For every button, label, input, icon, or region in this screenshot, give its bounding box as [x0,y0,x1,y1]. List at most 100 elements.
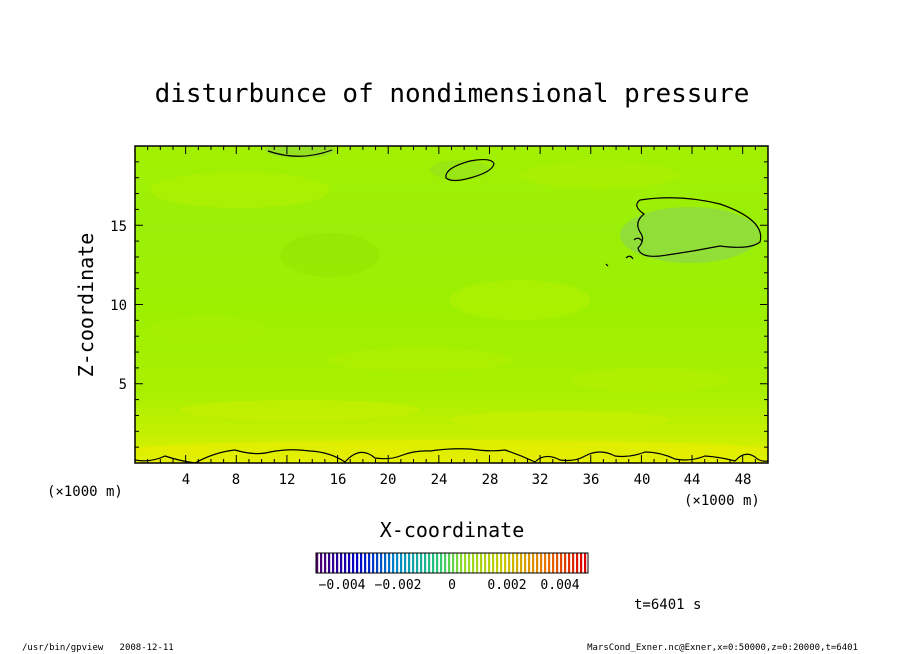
colorbar-swatch [432,553,435,573]
colorbar-swatch [476,553,479,573]
colorbar-swatch [352,553,355,573]
colorbar-swatch [424,553,427,573]
colorbar-swatch [496,553,499,573]
colorbar-swatch [412,553,415,573]
colorbar-swatch [428,553,431,573]
colorbar-swatch [468,553,471,573]
colorbar-swatch [316,553,319,573]
colorbar-tick-label: 0.002 [487,578,526,593]
y-tick-label: 10 [110,298,127,314]
x-tick-label: 40 [634,472,651,488]
colorbar-swatch [532,553,535,573]
field-patch [135,440,768,460]
colorbar-swatch [344,553,347,573]
colorbar-frame [315,552,589,574]
colorbar-swatch [472,553,475,573]
colorbar-swatch [324,553,327,573]
colorbar-swatch [400,553,403,573]
field-patch [330,348,510,372]
colorbar-swatch [388,553,391,573]
colorbar-swatch [336,553,339,573]
colorbar-swatch [448,553,451,573]
colorbar-swatch [524,553,527,573]
colorbar-swatch [512,553,515,573]
colorbar-swatch [460,553,463,573]
colorbar-swatch [564,553,567,573]
colorbar-swatch [320,553,323,573]
field-patch [430,160,490,180]
field-patch [150,316,270,344]
colorbar-tick-label: −0.004 [319,578,366,593]
heatmap-field [135,146,768,463]
colorbar-swatch [540,553,543,573]
chart-title: disturbunce of nondimensional pressure [155,79,750,109]
x-tick-label: 48 [735,472,752,488]
colorbar-swatch [364,553,367,573]
colorbar-tick-label: 0 [448,578,456,593]
colorbar-swatch [552,553,555,573]
colorbar-tick-label: −0.002 [375,578,422,593]
colorbar [316,553,587,573]
colorbar-swatch [356,553,359,573]
x-tick-label: 8 [232,472,240,488]
colorbar-swatch [452,553,455,573]
field-patch [180,400,420,420]
colorbar-swatch [576,553,579,573]
colorbar-swatch [436,553,439,573]
colorbar-swatch [384,553,387,573]
x-tick-label: 20 [380,472,397,488]
colorbar-labels: −0.004 −0.002 0 0.002 0.004 [319,578,580,593]
x-tick-label: 32 [532,472,549,488]
colorbar-swatch [456,553,459,573]
colorbar-swatch [464,553,467,573]
field-patch [450,280,590,320]
colorbar-swatch [520,553,523,573]
colorbar-swatch [584,553,587,573]
x-tick-label: 28 [482,472,499,488]
colorbar-swatch [368,553,371,573]
colorbar-swatch [572,553,575,573]
field-patch [520,161,680,189]
colorbar-swatch [480,553,483,573]
colorbar-swatch [488,553,491,573]
field-patch [280,233,380,277]
x-tick-label: 24 [431,472,448,488]
colorbar-swatch [568,553,571,573]
colorbar-swatch [404,553,407,573]
x-unit-label-right: (×1000 m) [684,493,760,509]
contour-line [135,448,768,463]
colorbar-swatch [376,553,379,573]
colorbar-swatch [484,553,487,573]
colorbar-swatch [396,553,399,573]
field-patch [450,411,670,429]
x-tick-label: 12 [279,472,296,488]
colorbar-swatch [408,553,411,573]
colorbar-swatch [528,553,531,573]
colorbar-swatch [504,553,507,573]
colorbar-swatch [508,553,511,573]
time-label: t=6401 s [634,597,701,613]
colorbar-swatch [416,553,419,573]
colorbar-swatch [360,553,363,573]
colorbar-swatch [500,553,503,573]
colorbar-swatch [340,553,343,573]
colorbar-swatch [372,553,375,573]
y-tick-label: 5 [119,377,127,393]
field-patch [620,207,760,263]
colorbar-swatch [420,553,423,573]
colorbar-swatch [556,553,559,573]
colorbar-swatch [444,553,447,573]
colorbar-swatch [544,553,547,573]
footer-left: /usr/bin/gpview 2008-12-11 [22,643,174,653]
colorbar-swatch [332,553,335,573]
footer-right: MarsCond_Exner.nc@Exner,x=0:50000,z=0:20… [587,643,858,653]
axis-ticks [135,146,768,463]
colorbar-swatch [560,553,563,573]
colorbar-swatch [492,553,495,573]
x-tick-label: 36 [583,472,600,488]
colorbar-swatch [348,553,351,573]
colorbar-swatch [516,553,519,573]
y-tick-label: 15 [110,219,127,235]
x-tick-label: 16 [330,472,347,488]
